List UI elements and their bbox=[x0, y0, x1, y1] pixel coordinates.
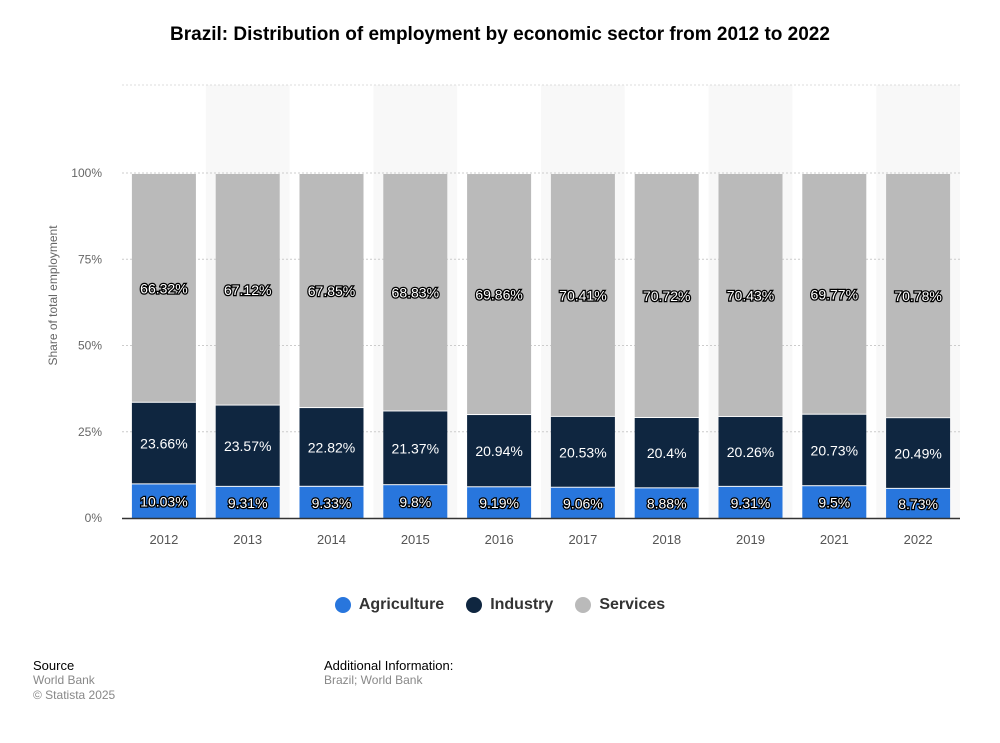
bar-agriculture bbox=[718, 486, 783, 518]
bar-industry bbox=[131, 402, 196, 484]
copyright: © Statista 2025 bbox=[33, 688, 116, 702]
data-label: 9.06% bbox=[563, 495, 603, 511]
legend-label: Services bbox=[599, 596, 666, 613]
data-label: 70.41% bbox=[559, 287, 606, 303]
data-label: 20.73% bbox=[811, 442, 858, 458]
source-label: Source bbox=[33, 658, 75, 673]
x-tick-label: 2022 bbox=[904, 532, 933, 547]
bar-services bbox=[131, 173, 196, 402]
bar-agriculture bbox=[550, 487, 615, 518]
x-tick-label: 2014 bbox=[317, 532, 346, 547]
bar-services bbox=[467, 174, 532, 415]
y-tick-label: 50% bbox=[78, 339, 102, 353]
data-label: 9.19% bbox=[479, 495, 519, 511]
bar-services bbox=[299, 174, 364, 408]
x-tick-label: 2019 bbox=[736, 532, 765, 547]
y-tick-label: 0% bbox=[85, 511, 103, 525]
bar-services bbox=[802, 174, 867, 414]
x-tick-label: 2017 bbox=[568, 532, 597, 547]
data-label: 67.12% bbox=[224, 282, 271, 298]
bar-services bbox=[550, 174, 615, 416]
bar-industry bbox=[634, 417, 699, 488]
data-label: 20.49% bbox=[894, 446, 941, 462]
legend-item-services[interactable]: Services bbox=[575, 596, 665, 614]
data-label: 9.5% bbox=[818, 495, 850, 511]
x-tick-label: 2018 bbox=[652, 532, 681, 547]
data-label: 69.86% bbox=[475, 287, 522, 303]
bar-industry bbox=[802, 414, 867, 486]
data-label: 69.77% bbox=[811, 286, 858, 302]
legend-label: Agriculture bbox=[358, 596, 445, 613]
legend-swatch bbox=[466, 597, 483, 613]
x-tick-label: 2012 bbox=[149, 532, 178, 547]
data-label: 20.53% bbox=[559, 444, 606, 460]
data-label: 70.43% bbox=[727, 287, 774, 303]
data-label: 8.88% bbox=[647, 496, 687, 512]
legend-swatch bbox=[575, 597, 592, 613]
y-axis-label: Share of total employment bbox=[46, 225, 60, 366]
data-label: 70.72% bbox=[643, 288, 690, 304]
data-label: 10.03% bbox=[140, 494, 187, 510]
bar-services bbox=[215, 174, 280, 405]
source-block: Source World Bank © Statista 2025 bbox=[33, 658, 115, 703]
data-label: 21.37% bbox=[392, 440, 439, 456]
info-label: Additional Information: bbox=[324, 658, 454, 673]
bar-services bbox=[383, 174, 448, 411]
data-label: 8.73% bbox=[898, 496, 938, 512]
legend-swatch bbox=[334, 597, 351, 613]
bar-agriculture bbox=[886, 488, 951, 518]
data-label: 66.32% bbox=[140, 280, 187, 296]
legend: Agriculture Industry Services bbox=[0, 596, 1000, 614]
bar-industry bbox=[215, 405, 280, 486]
bar-agriculture bbox=[383, 485, 448, 518]
data-label: 9.31% bbox=[228, 495, 268, 511]
info-text: Brazil; World Bank bbox=[324, 673, 423, 687]
data-label: 67.85% bbox=[308, 283, 355, 299]
data-label: 22.82% bbox=[308, 439, 355, 455]
data-label: 9.31% bbox=[731, 495, 771, 511]
bar-agriculture bbox=[299, 486, 364, 518]
bar-industry bbox=[299, 408, 364, 486]
y-tick-label: 100% bbox=[71, 166, 102, 180]
bar-industry bbox=[383, 411, 448, 485]
data-label: 9.33% bbox=[312, 495, 352, 511]
bar-industry bbox=[718, 416, 783, 486]
data-label: 20.4% bbox=[647, 445, 687, 461]
bar-industry bbox=[550, 416, 615, 487]
bar-agriculture bbox=[131, 484, 196, 518]
data-label: 20.94% bbox=[475, 443, 522, 459]
data-label: 20.26% bbox=[727, 444, 774, 460]
legend-item-industry[interactable]: Industry bbox=[466, 596, 553, 614]
bar-agriculture bbox=[467, 487, 532, 518]
stacked-bar-chart: 0% 25% 50% 75% 100% Share of total employment… bbox=[46, 84, 960, 547]
data-label: 9.8% bbox=[399, 494, 431, 510]
bar-services bbox=[634, 174, 699, 417]
y-tick-label: 25% bbox=[78, 425, 102, 439]
bar-agriculture bbox=[634, 488, 699, 518]
x-tick-label: 2013 bbox=[233, 532, 262, 547]
data-label: 70.78% bbox=[894, 288, 941, 304]
legend-label: Industry bbox=[490, 596, 554, 613]
bar-industry bbox=[886, 418, 951, 488]
source-text: World Bank bbox=[33, 673, 95, 687]
bar-agriculture bbox=[802, 486, 867, 518]
bar-agriculture bbox=[215, 486, 280, 518]
legend-item-agriculture[interactable]: Agriculture bbox=[334, 596, 445, 614]
data-label: 68.83% bbox=[392, 285, 439, 301]
bar-services bbox=[718, 174, 783, 416]
x-tick-label: 2021 bbox=[820, 532, 849, 547]
y-tick-label: 75% bbox=[78, 252, 102, 266]
bar-industry bbox=[467, 415, 532, 487]
chart-title: Brazil: Distribution of employment by ec… bbox=[170, 24, 830, 45]
data-label: 23.57% bbox=[224, 438, 271, 454]
bar-services bbox=[886, 174, 951, 418]
x-tick-label: 2016 bbox=[485, 532, 514, 547]
additional-info-block: Additional Information: Brazil; World Ba… bbox=[324, 658, 453, 688]
data-label: 23.66% bbox=[140, 436, 187, 452]
x-tick-label: 2015 bbox=[401, 532, 430, 547]
